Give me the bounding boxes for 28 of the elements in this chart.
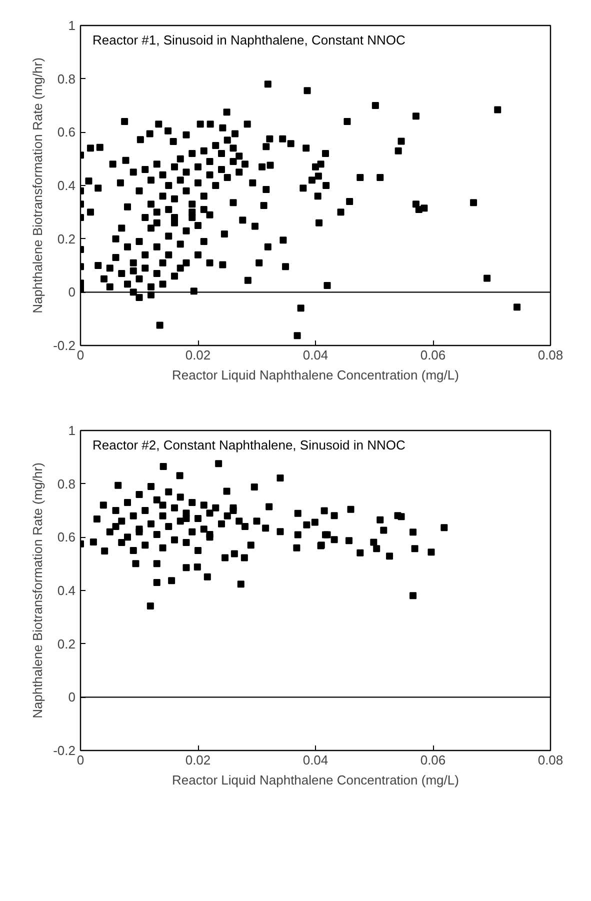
- x-axis-title: Reactor Liquid Naphthalene Concentration (mg/L): [172, 368, 459, 382]
- y-tick-label: 0.6: [57, 530, 76, 545]
- x-tick-label: 0.02: [185, 752, 211, 768]
- text: Reactor #2, Constant Naphthalene, Sinusoid in NNOC: [92, 438, 406, 452]
- x-tick-label: 0.04: [302, 752, 328, 768]
- x-tick-label: 0.06: [420, 752, 446, 768]
- y-tick-label: 1: [68, 18, 76, 33]
- y-tick-label: 0.6: [57, 124, 76, 140]
- x-tick-label: 0.02: [185, 348, 211, 362]
- y-tick-label: 0: [68, 690, 76, 705]
- y-tick-label: 0.2: [57, 636, 76, 652]
- y-tick-label: 0.8: [57, 71, 76, 86]
- y-tick-label: 0.4: [57, 178, 76, 193]
- y-axis-title: Naphthalene Biotransformation Rate (mg/hr): [30, 58, 46, 314]
- y-tick-label: -0.2: [53, 743, 76, 758]
- y-tick-label: 0.8: [57, 476, 76, 492]
- y-tick-label: 0: [68, 284, 76, 300]
- x-axis-title: Reactor Liquid Naphthalene Concentration (mg/L): [172, 772, 459, 788]
- text: Reactor #1, Sinusoid in Naphthalene, Constant NNOC: [92, 32, 406, 48]
- x-tick-label: 0.06: [420, 348, 446, 362]
- x-tick-label: 0.04: [302, 348, 328, 362]
- y-tick-label: 0.4: [57, 583, 76, 598]
- y-axis-title: Naphthalene Biotransformation Rate (mg/hr): [30, 462, 46, 718]
- y-tick-label: 1: [68, 423, 76, 438]
- y-tick-label: -0.2: [53, 338, 76, 353]
- x-tick-label: 0.08: [538, 752, 564, 768]
- x-tick-label: 0.08: [538, 348, 564, 362]
- y-tick-label: 0.2: [57, 231, 76, 246]
